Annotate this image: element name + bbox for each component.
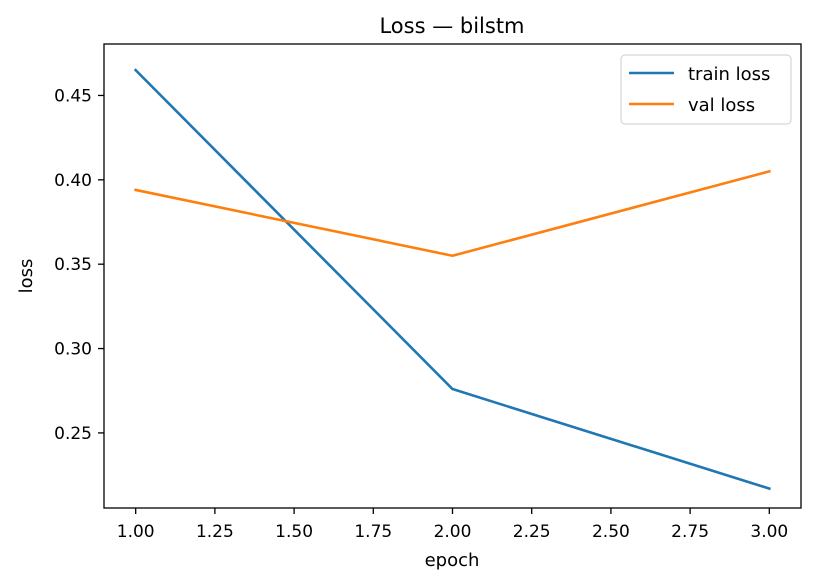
x-tick-label: 1.75 [354, 522, 392, 542]
x-tick-label: 1.25 [196, 522, 234, 542]
x-tick-label: 2.25 [513, 522, 551, 542]
series-line-val-loss [134, 169, 771, 258]
chart-title: Loss — bilstm [379, 14, 524, 38]
x-axis-label: epoch [425, 550, 480, 571]
legend-val-loss-label: val loss [688, 95, 755, 116]
x-tick-label: 2.50 [592, 522, 630, 542]
y-axis-label: loss [16, 259, 37, 294]
x-tick-label: 3.00 [750, 522, 788, 542]
y-tick-label: 0.45 [54, 86, 92, 106]
legend-train-loss-label: train loss [688, 64, 770, 85]
y-tick-label: 0.25 [54, 424, 92, 444]
series-layer [133, 68, 771, 491]
x-tick-label: 1.50 [275, 522, 313, 542]
y-tick-label: 0.35 [54, 255, 92, 275]
legend: train loss val loss [620, 54, 792, 125]
series-line-train-loss [133, 68, 771, 491]
y-tick-label: 0.30 [54, 340, 92, 360]
y-tick-label: 0.40 [54, 171, 92, 191]
y-axis: 0.25 0.30 0.35 0.40 0.45 [54, 86, 104, 444]
x-axis: 1.00 1.25 1.50 1.75 2.00 2.25 2.50 2.75 3.00 [117, 508, 788, 542]
x-tick-label: 1.00 [117, 522, 155, 542]
x-tick-label: 2.00 [434, 522, 472, 542]
x-tick-label: 2.75 [671, 522, 709, 542]
